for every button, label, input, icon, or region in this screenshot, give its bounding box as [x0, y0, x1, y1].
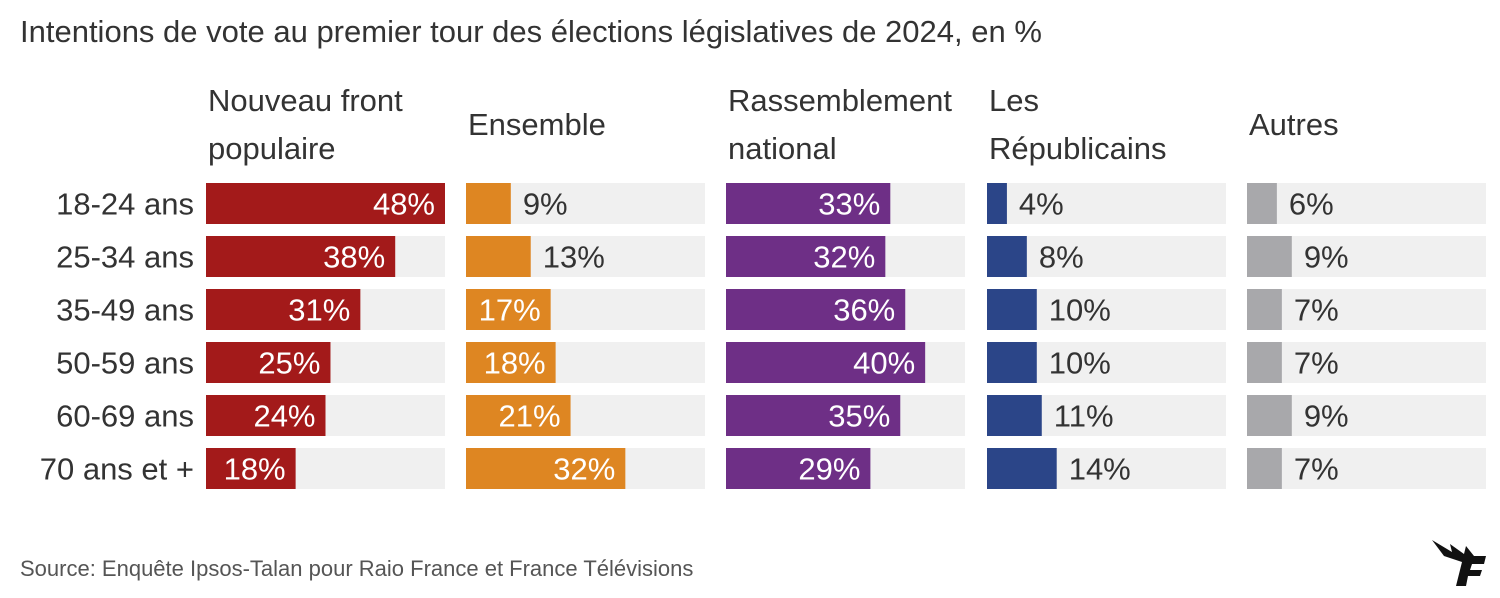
source-note: Source: Enquête Ipsos-Talan pour Raio Fr…	[20, 556, 694, 581]
data-label: 40%	[853, 346, 915, 381]
bar	[726, 395, 901, 436]
bar	[726, 183, 891, 224]
data-label: 35%	[828, 399, 890, 434]
bar	[1247, 236, 1292, 277]
bar	[726, 236, 886, 277]
bar-track	[1247, 289, 1486, 330]
data-label: 9%	[523, 187, 568, 222]
data-label: 21%	[499, 399, 561, 434]
data-label: 9%	[1304, 240, 1349, 275]
series-header: Nouveau front	[208, 83, 403, 118]
bar-track	[987, 183, 1226, 224]
data-label: 7%	[1294, 293, 1339, 328]
data-label: 32%	[553, 452, 615, 487]
bar	[206, 289, 361, 330]
series-header: Les	[989, 83, 1039, 118]
data-label: 36%	[833, 293, 895, 328]
bar	[987, 183, 1007, 224]
data-label: 8%	[1039, 240, 1084, 275]
le-figaro-logo-icon	[1432, 540, 1486, 586]
bar	[466, 342, 556, 383]
data-label: 18%	[484, 346, 546, 381]
data-label: 10%	[1049, 346, 1111, 381]
data-label: 11%	[1054, 399, 1114, 434]
data-label: 18%	[224, 452, 286, 487]
row-label: 60-69 ans	[56, 399, 194, 434]
series-header: Autres	[1249, 107, 1339, 142]
bar	[466, 236, 531, 277]
bar	[726, 448, 871, 489]
bar-track	[1247, 448, 1486, 489]
bar	[987, 395, 1042, 436]
data-label: 31%	[288, 293, 350, 328]
bar	[206, 395, 326, 436]
data-label: 48%	[373, 187, 435, 222]
data-label: 29%	[798, 452, 860, 487]
bar	[726, 342, 926, 383]
data-label: 7%	[1294, 346, 1339, 381]
series-header: Ensemble	[468, 107, 606, 142]
bar	[1247, 342, 1282, 383]
series-header: populaire	[208, 131, 336, 166]
bar	[726, 289, 906, 330]
data-label: 24%	[253, 399, 315, 434]
bar	[1247, 183, 1277, 224]
data-label: 13%	[543, 240, 605, 275]
bar	[466, 395, 571, 436]
bar	[206, 448, 296, 489]
bar-track	[1247, 183, 1486, 224]
series-header: national	[728, 131, 837, 166]
data-label: 32%	[813, 240, 875, 275]
data-label: 33%	[818, 187, 880, 222]
bar	[987, 448, 1057, 489]
bar	[206, 342, 331, 383]
data-label: 9%	[1304, 399, 1349, 434]
data-label: 7%	[1294, 452, 1339, 487]
data-label: 17%	[479, 293, 541, 328]
bar	[466, 289, 551, 330]
row-label: 35-49 ans	[56, 293, 194, 328]
data-label: 6%	[1289, 187, 1334, 222]
chart-title: Intentions de vote au premier tour des é…	[20, 14, 1042, 49]
bar	[466, 183, 511, 224]
series-header: Républicains	[989, 131, 1167, 166]
bar	[206, 236, 396, 277]
data-label: 14%	[1069, 452, 1131, 487]
bar	[987, 236, 1027, 277]
data-label: 38%	[323, 240, 385, 275]
data-label: 10%	[1049, 293, 1111, 328]
data-label: 4%	[1019, 187, 1064, 222]
row-label: 25-34 ans	[56, 240, 194, 275]
bar	[987, 342, 1037, 383]
bar	[206, 183, 445, 224]
bar	[1247, 395, 1292, 436]
data-label: 25%	[258, 346, 320, 381]
row-label: 50-59 ans	[56, 346, 194, 381]
series-header: Rassemblement	[728, 83, 952, 118]
row-label: 18-24 ans	[56, 187, 194, 222]
bar	[987, 289, 1037, 330]
bar	[1247, 448, 1282, 489]
row-label: 70 ans et +	[40, 452, 194, 487]
bar	[466, 448, 626, 489]
bar-track	[1247, 342, 1486, 383]
bar	[1247, 289, 1282, 330]
